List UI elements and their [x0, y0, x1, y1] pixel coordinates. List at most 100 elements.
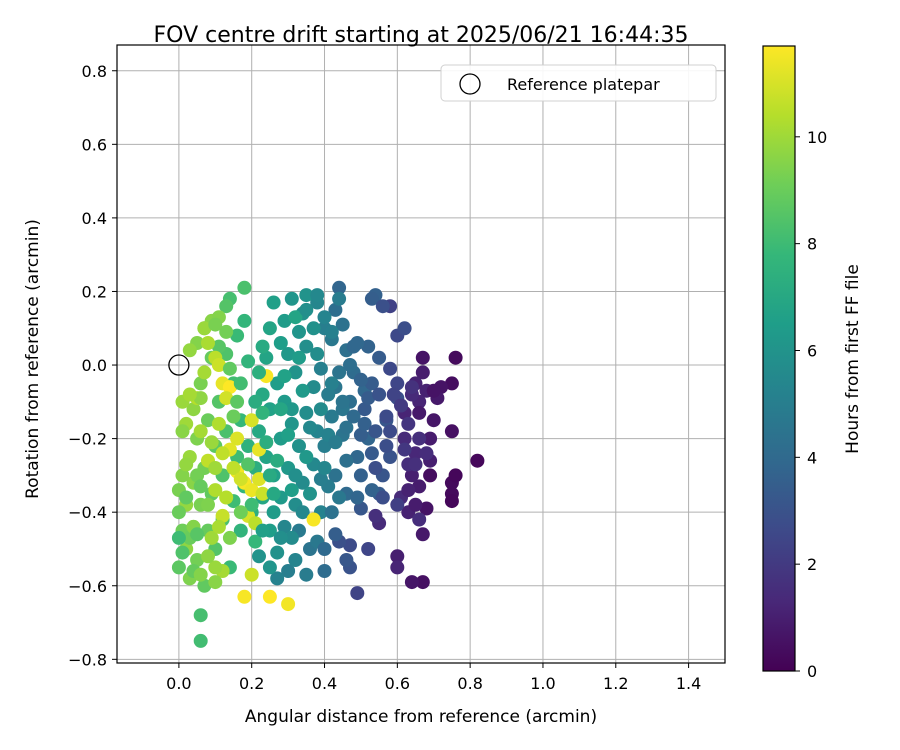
- data-point: [343, 358, 357, 372]
- colorbar-tick-label: 0: [807, 662, 817, 681]
- x-tick-label: 0.0: [166, 674, 191, 693]
- data-point: [241, 354, 256, 369]
- data-point: [379, 409, 394, 424]
- legend-box: [440, 64, 717, 102]
- data-point: [353, 427, 368, 442]
- data-point: [343, 538, 357, 553]
- data-point: [175, 468, 190, 483]
- data-point: [182, 387, 197, 402]
- data-point: [171, 530, 186, 545]
- data-point: [201, 549, 215, 564]
- data-point: [193, 391, 208, 406]
- data-point: [208, 461, 223, 475]
- data-point: [241, 457, 256, 472]
- data-point: [310, 347, 325, 361]
- data-point: [259, 350, 274, 365]
- data-point: [310, 288, 325, 303]
- data-point: [288, 310, 303, 325]
- colorbar-tick-label: 6: [807, 341, 817, 360]
- x-tick-label: 1.2: [603, 674, 628, 693]
- data-point: [270, 545, 285, 560]
- data-point: [255, 405, 270, 420]
- data-point: [383, 361, 398, 376]
- data-point: [219, 299, 234, 314]
- data-point: [277, 313, 292, 328]
- data-point: [179, 490, 194, 505]
- data-point: [171, 505, 186, 520]
- data-point: [233, 523, 248, 538]
- axes-frame: [116, 44, 726, 664]
- data-point: [324, 376, 339, 391]
- data-point: [390, 560, 405, 575]
- x-tick-label: 1.4: [676, 674, 701, 693]
- data-point: [193, 608, 208, 623]
- data-point: [372, 350, 387, 365]
- data-point: [244, 483, 259, 498]
- data-point: [444, 494, 459, 509]
- data-point: [321, 387, 336, 402]
- x-tick-label: 0.2: [239, 674, 264, 693]
- colorbar-tick-label: 4: [807, 448, 817, 467]
- data-point: [262, 560, 277, 575]
- data-point: [281, 597, 296, 612]
- data-point: [281, 427, 296, 442]
- data-point: [175, 545, 190, 560]
- data-point: [237, 280, 252, 295]
- data-point: [299, 302, 314, 317]
- data-point: [401, 483, 416, 498]
- data-point: [383, 450, 398, 464]
- data-point: [284, 416, 299, 431]
- y-tick-label: −0.6: [68, 577, 107, 596]
- y-tick-label: −0.8: [68, 650, 107, 669]
- data-point: [313, 402, 328, 417]
- colorbar-tick-label: 10: [807, 128, 827, 147]
- data-point: [252, 365, 266, 380]
- data-point: [201, 497, 215, 512]
- data-point: [390, 376, 405, 391]
- data-point: [237, 589, 252, 604]
- chart-title: FOV centre drift starting at 2025/06/21 …: [154, 23, 689, 48]
- data-point: [350, 450, 365, 464]
- data-point: [404, 468, 419, 483]
- data-point: [193, 567, 208, 582]
- data-point: [284, 530, 299, 545]
- data-point: [397, 431, 412, 446]
- data-point: [201, 413, 215, 428]
- data-point: [415, 575, 430, 590]
- data-point: [364, 483, 379, 498]
- data-point: [175, 424, 190, 439]
- data-point: [390, 549, 405, 564]
- data-point: [270, 453, 285, 468]
- data-point: [288, 553, 303, 567]
- data-point: [372, 387, 387, 402]
- data-point: [368, 508, 383, 523]
- x-tick-label: 0.4: [312, 674, 337, 693]
- data-point: [193, 376, 208, 391]
- data-point: [252, 549, 266, 564]
- data-point: [426, 413, 441, 428]
- data-point: [361, 542, 376, 556]
- data-point: [353, 372, 368, 387]
- data-point: [190, 468, 205, 483]
- data-point: [317, 439, 332, 453]
- data-point: [303, 420, 317, 435]
- data-point: [262, 321, 277, 336]
- data-point: [375, 490, 390, 505]
- data-point: [204, 530, 219, 545]
- colorbar-tick-label: 8: [807, 235, 817, 254]
- data-point: [306, 380, 321, 395]
- data-point: [295, 505, 310, 520]
- data-point: [412, 431, 427, 446]
- data-point: [299, 288, 314, 303]
- data-point: [211, 358, 226, 372]
- data-point: [390, 497, 405, 512]
- data-point: [412, 405, 427, 420]
- data-point: [448, 350, 463, 365]
- data-point: [281, 564, 296, 578]
- y-tick-label: −0.4: [68, 503, 107, 522]
- data-point: [208, 575, 223, 590]
- data-point: [211, 519, 226, 534]
- y-axis-label: Rotation from reference (arcmin): [23, 219, 43, 499]
- data-point: [328, 435, 343, 450]
- data-point: [288, 468, 303, 483]
